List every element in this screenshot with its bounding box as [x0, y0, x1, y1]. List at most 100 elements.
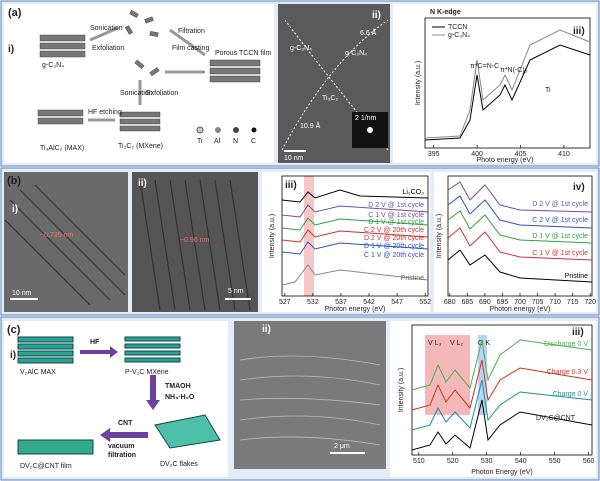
x-tick-label: 547 [391, 299, 403, 306]
curve-label: C 2 V @ 1st cycle [532, 217, 588, 224]
x-tick-label: 405 [515, 151, 527, 158]
annotation: π*C=N-C [470, 63, 499, 70]
curve-label: Pristine [565, 273, 588, 280]
label: 6.6 Å [360, 28, 377, 37]
boundary [281, 19, 389, 151]
x-tick-label: 530 [481, 458, 493, 465]
label: HF etching [88, 109, 122, 116]
scale-bar [225, 298, 251, 300]
label: Exfoliation [146, 90, 178, 97]
curve-labels: Li₂CO₃ D 2 V @ 1st cycle C 1 V @ 1st cycle… [364, 189, 424, 282]
x-tick-label: 540 [515, 458, 527, 465]
fibers [239, 355, 381, 446]
label: P-V₂C MXene [125, 369, 169, 376]
atom-legend [196, 126, 257, 134]
label: g-C₃N₄ [42, 62, 64, 69]
sub-label: i) [10, 350, 16, 361]
plot-bg [393, 4, 596, 163]
scale-label: 2 μm [334, 443, 350, 450]
annotation: Ti [545, 87, 551, 94]
curve-label: Pristine [401, 275, 424, 282]
x-tick-label: 552 [419, 299, 431, 306]
x-axis: 510 520 530 540 550 560 [413, 452, 595, 465]
curve-label: Charge 0 V [553, 391, 589, 398]
label: Exfoliation [92, 45, 124, 52]
legend-entry: g-C₃N₄ [448, 32, 470, 39]
curve-label: D 1 V @ 1st cycle [532, 233, 588, 240]
x-tick-label: 400 [471, 151, 483, 158]
arrows [88, 26, 206, 122]
scale-label: 10 nm [284, 155, 304, 162]
x-tick-label: 705 [532, 299, 544, 306]
curve-label: C 1 V @ 1st cycle [532, 250, 588, 257]
atom: N [233, 138, 238, 145]
panel-label: (b) [7, 175, 21, 187]
label: g-C₃N₄ [345, 50, 367, 57]
label: Filtration [178, 28, 205, 35]
y-axis-label: Intensity (a.u.) [269, 214, 276, 258]
curve-label: D 1 V @ 20th cycle [364, 243, 424, 250]
curve-label: D 2 V @ 1st cycle [532, 201, 588, 208]
label: V₂AlC MAX [20, 369, 56, 376]
x-tick-label: 410 [558, 151, 570, 158]
scale-bar [330, 452, 365, 454]
y-axis-label: Intensity (a.u.) [436, 214, 443, 258]
y-axis-label: Intensity (a.u.) [415, 61, 422, 105]
x-axis-label: Photon energy (eV) [325, 306, 386, 313]
legend-entry: TCCN [448, 24, 467, 31]
x-axis: 680 685 690 695 700 705 710 715 720 [444, 293, 596, 306]
curve-label: D 2 V @ 1st cycle [368, 202, 424, 209]
stacks [17, 336, 221, 455]
x-tick-label: 720 [584, 299, 596, 306]
curve-label: Discharge 0 V [544, 341, 588, 348]
x-axis: 527 532 537 542 547 552 [279, 293, 431, 306]
axes-frame [424, 17, 591, 149]
label: Ti₃C₂ (MXene) [118, 143, 163, 150]
layers [37, 9, 261, 132]
x-tick-label: 700 [514, 299, 526, 306]
label: Sonication [120, 90, 153, 97]
spectra [281, 189, 429, 286]
label: Ti₃AlC₂ (MAX) [40, 145, 84, 152]
label: TMAOH [165, 383, 191, 390]
scale-label: 2 1/nm [355, 115, 377, 122]
panel-label: (a) [8, 7, 22, 19]
axes-frame [281, 175, 429, 297]
spectrum-curve [424, 44, 591, 141]
x-tick-label: 685 [461, 299, 473, 306]
scale-bar [284, 150, 306, 152]
label: vacuum [108, 443, 134, 450]
label: HF [90, 339, 100, 346]
x-tick-label: 690 [479, 299, 491, 306]
atom: C [251, 138, 256, 145]
curve-label: C 1 V @ 1st cycle [368, 212, 424, 219]
curve-label: DV₂C@CNT [536, 415, 576, 422]
highlight [304, 176, 314, 296]
plot-bg [390, 321, 596, 477]
label: 10.9 Å [300, 121, 321, 130]
spectra [447, 181, 593, 283]
x-tick-label: 537 [335, 299, 347, 306]
label: CNT [118, 420, 133, 427]
x-tick-label: 542 [363, 299, 375, 306]
highlight [425, 335, 470, 415]
x-tick-label: 560 [583, 458, 595, 465]
label: DV₂C flakes [160, 461, 198, 468]
spectra [411, 339, 593, 451]
sub-label: iii) [572, 327, 584, 338]
curve-label: C 2 V @ 20th cycle [364, 227, 424, 234]
scale-label: 10 nm [12, 290, 32, 297]
lattice-fringes [4, 179, 251, 311]
x-tick-label: 510 [413, 458, 425, 465]
sub-label: ii) [138, 178, 147, 189]
label: g-C₃N₄ [290, 45, 312, 52]
label: DV₂C@CNT film [20, 463, 72, 470]
sub-label: ii) [372, 10, 381, 21]
saed-spot [367, 127, 373, 133]
annotation: V L₂ [450, 340, 464, 347]
atom: Ti [197, 138, 203, 145]
curve-labels: D 2 V @ 1st cycle C 2 V @ 1st cycle D 1 V … [532, 201, 588, 280]
arrows [80, 346, 160, 442]
scale-bar [10, 298, 38, 300]
